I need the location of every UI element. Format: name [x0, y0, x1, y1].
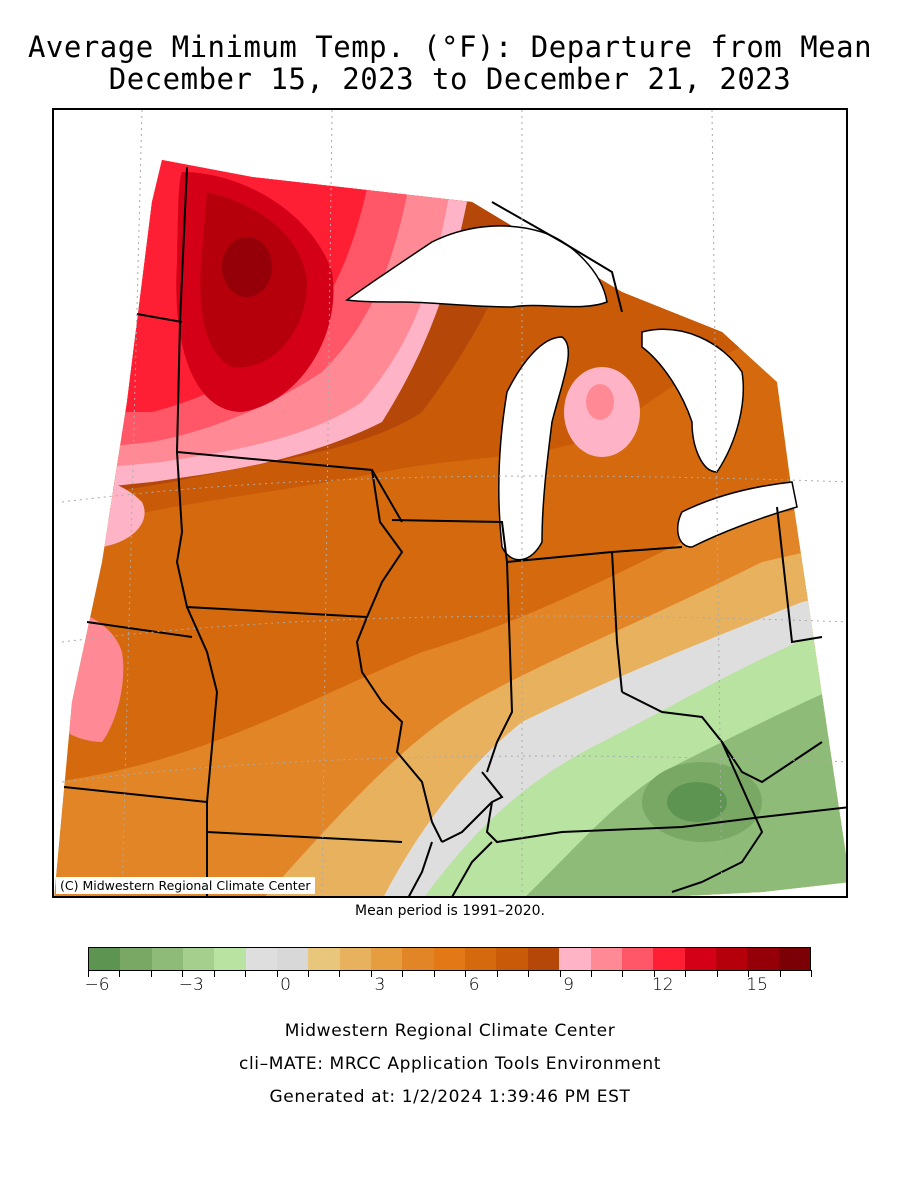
legend-tick — [685, 970, 687, 977]
legend-swatch — [245, 948, 278, 970]
legend-swatch — [527, 948, 560, 970]
legend-swatch — [151, 948, 184, 970]
border-sd-ne — [86, 621, 193, 638]
legend-tick-label: −3 — [178, 975, 204, 995]
legend-swatch — [214, 948, 246, 970]
border-in-oh — [506, 550, 623, 693]
field-darkest-red — [222, 237, 272, 297]
footer-tool: cli–MATE: MRCC Application Tools Environ… — [239, 1054, 661, 1074]
outside-canada — [760, 152, 846, 306]
legend-tick — [213, 970, 215, 977]
color-legend — [88, 947, 811, 971]
legend-tick — [716, 970, 718, 977]
legend-tick — [119, 970, 121, 977]
legend-tick — [245, 970, 247, 977]
map-frame: (C) Midwestern Regional Climate Center — [52, 108, 848, 898]
map-title: Average Minimum Temp. (°F): Departure fr… — [27, 30, 873, 64]
legend-swatch — [277, 948, 309, 970]
great-lakes — [345, 152, 846, 561]
border-ar-tn — [408, 841, 433, 896]
border-mi-oh — [611, 546, 683, 553]
legend-tick — [88, 970, 89, 977]
border-ia-north — [175, 451, 368, 618]
legend-swatch — [120, 948, 152, 970]
legend-tick — [308, 970, 310, 977]
border-oh-ky — [621, 691, 823, 784]
legend-ticks — [88, 970, 812, 978]
legend-swatch — [747, 948, 779, 970]
legend-swatch — [308, 948, 340, 970]
legend-swatch — [371, 948, 403, 970]
border-wi-il — [391, 519, 508, 563]
map-date-range: December 15, 2023 to December 21, 2023 — [108, 62, 792, 96]
legend-swatch — [339, 948, 372, 970]
legend-swatch — [433, 948, 466, 970]
border-mo-ar — [206, 831, 403, 843]
legend-tick — [590, 970, 592, 977]
field-green-darkest — [667, 782, 727, 822]
mean-period-note: Mean period is 1991–2020. — [355, 903, 545, 919]
legend-swatch — [496, 948, 528, 970]
footer-organization: Midwestern Regional Climate Center — [284, 1021, 616, 1041]
border-mo-tn — [441, 801, 493, 843]
legend-tick — [811, 970, 812, 977]
legend-tick — [779, 970, 781, 977]
legend-tick — [276, 970, 278, 977]
legend-tick — [370, 970, 372, 977]
legend-swatch — [590, 948, 622, 970]
legend-tick — [496, 970, 498, 977]
border-oh-pa — [776, 506, 823, 644]
departure-map — [54, 110, 846, 896]
legend-tick — [402, 970, 404, 977]
border-wv-va — [671, 741, 764, 893]
legend-tick-label: 9 — [563, 975, 574, 995]
legend-tick-label: −6 — [84, 975, 110, 995]
copyright-label: (C) Midwestern Regional Climate Center — [56, 877, 315, 894]
border-in-il — [486, 561, 514, 773]
legend-tick-label: 12 — [651, 975, 674, 995]
legend-swatch — [715, 948, 748, 970]
border-wi-ia — [366, 469, 404, 618]
border-ne-ks — [63, 786, 208, 803]
border-nd-sd — [136, 313, 183, 323]
lake-huron — [641, 328, 745, 473]
legend-tick — [559, 970, 561, 977]
legend-tick — [433, 970, 435, 977]
legend-swatch — [778, 948, 810, 970]
legend-tick — [150, 970, 152, 977]
graticule — [61, 110, 846, 896]
border-canada-mi — [491, 201, 623, 313]
legend-swatch — [183, 948, 215, 970]
legend-swatch — [684, 948, 716, 970]
legend-tick — [339, 970, 341, 977]
legend-tick — [465, 970, 467, 977]
state-boundaries — [63, 166, 846, 896]
border-il-mo — [355, 616, 443, 843]
legend-swatch — [621, 948, 654, 970]
lake-michigan — [497, 336, 570, 561]
legend-swatch — [89, 948, 121, 970]
legend-tick-label: 3 — [374, 975, 386, 995]
legend-tick — [748, 970, 750, 977]
legend-swatch — [559, 948, 591, 970]
lake-erie — [676, 481, 798, 548]
legend-tick-label: 15 — [746, 975, 768, 995]
border-ia-ne — [186, 606, 219, 803]
border-ky-tn — [481, 771, 846, 844]
legend-tick — [182, 970, 184, 977]
legend-tick — [528, 970, 530, 977]
legend-swatch — [465, 948, 497, 970]
footer-generated: Generated at: 1/2/2024 1:39:46 PM EST — [269, 1087, 631, 1107]
lake-superior — [345, 225, 608, 308]
legend-swatch — [402, 948, 434, 970]
legend-tick-label: 6 — [468, 975, 480, 995]
border-south — [451, 841, 493, 896]
legend-swatch — [653, 948, 685, 970]
field-michigan-salmon — [586, 384, 614, 420]
legend-tick-label: 0 — [280, 975, 292, 995]
legend-tick — [653, 970, 655, 977]
legend-tick — [622, 970, 624, 977]
